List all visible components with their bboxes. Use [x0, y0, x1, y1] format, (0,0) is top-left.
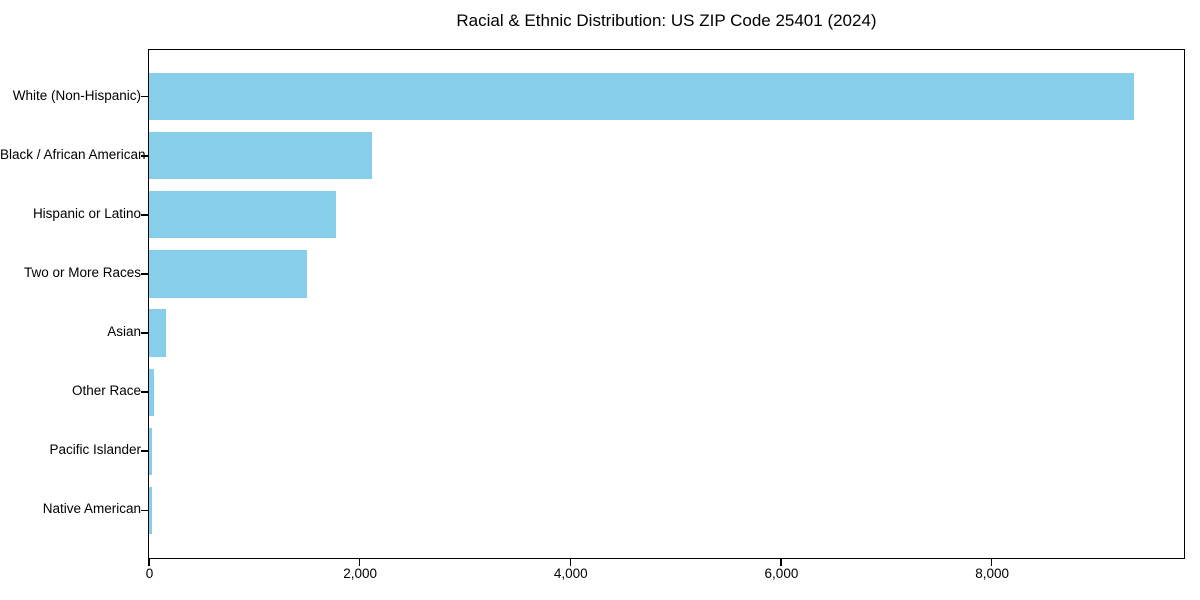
x-axis-tick	[148, 558, 150, 566]
y-tick-label-two-or-more-races: Two or More Races	[23, 264, 141, 280]
y-tick-label-pacific-islander: Pacific Islander	[49, 442, 141, 458]
y-axis-tick	[140, 95, 148, 98]
y-tick-label-asian: Asian	[107, 324, 141, 340]
bar-native-american	[149, 486, 153, 534]
x-tick-label-6000: 6,000	[764, 566, 799, 581]
y-axis-tick	[140, 509, 148, 512]
bar-asian	[149, 309, 167, 357]
chart-title: Racial & Ethnic Distribution: US ZIP Cod…	[456, 11, 877, 30]
bar-pacific-islander	[149, 427, 152, 475]
y-axis-tick	[140, 391, 148, 393]
bar-two-or-more-races	[149, 250, 307, 298]
x-tick-label-0: 0	[145, 566, 154, 581]
x-axis-tick	[569, 558, 572, 566]
bar-white-non-hispanic	[149, 73, 1134, 121]
x-tick-label-8000: 8,000	[975, 566, 1009, 581]
x-axis-tick	[780, 558, 782, 566]
y-axis-tick	[140, 273, 148, 275]
y-tick-label-hispanic-or-latino: Hispanic or Latino	[32, 205, 141, 221]
y-tick-label-black-african-american: Black / African American	[0, 146, 146, 162]
x-tick-label-4000: 4,000	[553, 566, 588, 581]
y-axis-tick	[140, 214, 148, 216]
bar-black-african-american	[149, 132, 373, 180]
x-axis-tick	[990, 558, 993, 566]
y-tick-label-white-non-hispanic: White (Non-Hispanic)	[12, 87, 141, 103]
y-axis-tick	[140, 450, 148, 452]
y-tick-label-native-american: Native American	[42, 501, 141, 517]
y-tick-label-other-race: Other Race	[71, 383, 141, 399]
x-axis-tick	[358, 558, 361, 566]
bar-other-race	[149, 368, 154, 416]
y-axis-tick	[140, 155, 148, 157]
y-axis-tick	[140, 332, 148, 334]
plot-area	[140, 49, 1185, 566]
x-tick-label-2000: 2,000	[343, 566, 378, 581]
bar-hispanic-or-latino	[149, 191, 337, 239]
